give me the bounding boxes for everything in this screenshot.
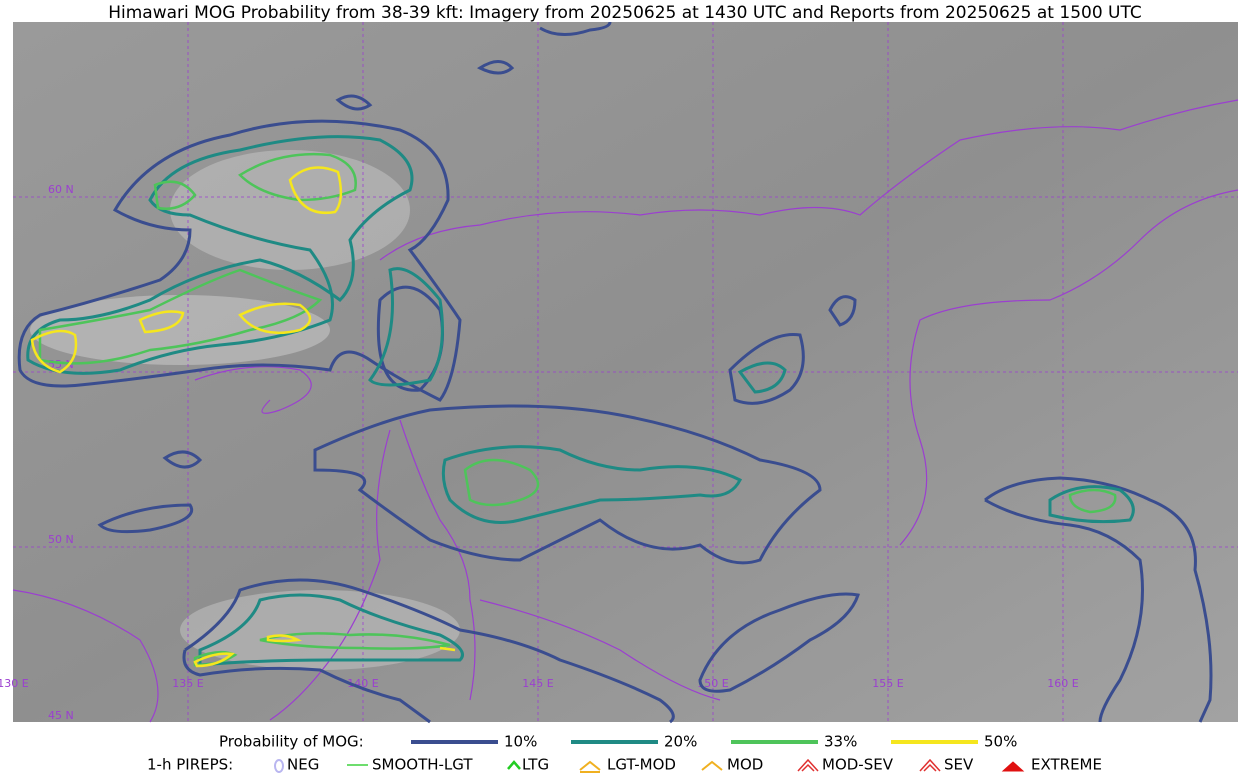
contour-10 [728,332,805,405]
longitude-label: 160 E [1047,677,1078,690]
legend-title: Probability of MOG: [219,733,364,751]
coastline [479,599,721,701]
legend: Probability of MOG: 1-h PIREPS: 10% 20% 33… [147,733,1102,774]
pirep-symbol [579,760,601,773]
contour-50 [30,166,343,374]
contour-33 [463,458,540,507]
latitude-label: 45 N [48,709,74,722]
legend-label: 10% [504,733,537,751]
contour-20 [1048,485,1135,524]
contour-20 [441,445,743,524]
cloud [170,150,410,270]
coastlines [12,99,1239,723]
pirep-symbol [507,760,521,770]
contour-10 [97,21,857,534]
legend-title: 1-h PIREPS: [147,756,233,774]
pirep-symbol [274,759,284,773]
legend-label: NEG [287,756,319,774]
coastline [379,99,1239,261]
contour-10 [313,404,822,565]
contour-10 [17,119,462,402]
longitude-label: 155 E [872,677,903,690]
contour-20 [368,267,444,387]
contours [17,21,1213,724]
longitude-label: 150 E [697,677,728,690]
coastline [12,589,159,723]
legend-label: MOD-SEV [822,756,894,774]
pirep-symbol [1001,761,1025,772]
title: Himawari MOG Probability from 38-39 kft:… [108,3,1142,23]
longitude-label: 135 E [172,677,203,690]
cloud [180,590,460,670]
coastline [899,189,1239,546]
legend-label: EXTREME [1031,756,1102,774]
legend-label: LGT-MOD [607,756,676,774]
coastline [269,429,391,721]
contour-33 [1068,488,1117,514]
contour-20 [26,135,414,375]
legend-label: SEV [944,756,974,774]
legend-label: MOD [727,756,763,774]
cloud [30,295,330,365]
contour-20 [737,361,787,394]
pirep-symbol [919,758,941,772]
latitude-label: 50 N [48,533,74,546]
latitude-label: 60 N [48,183,74,196]
contour-10 [182,578,675,724]
contour-10 [698,592,860,693]
contour-50 [193,634,456,668]
longitude-label: 145 E [522,677,553,690]
contour-20 [198,593,464,667]
legend-label: 50% [984,733,1017,751]
coastline [194,366,312,414]
coastline [399,419,476,701]
legend-label: 20% [664,733,697,751]
legend-label: LTG [522,756,549,774]
longitude-label: 130 E [0,677,29,690]
pirep-symbol [797,758,819,772]
contour-33 [38,152,357,365]
legend-label: 33% [824,733,857,751]
legend-label: SMOOTH-LGT [372,756,473,774]
pirep-symbol [701,760,723,771]
contour-10 [984,476,1213,723]
